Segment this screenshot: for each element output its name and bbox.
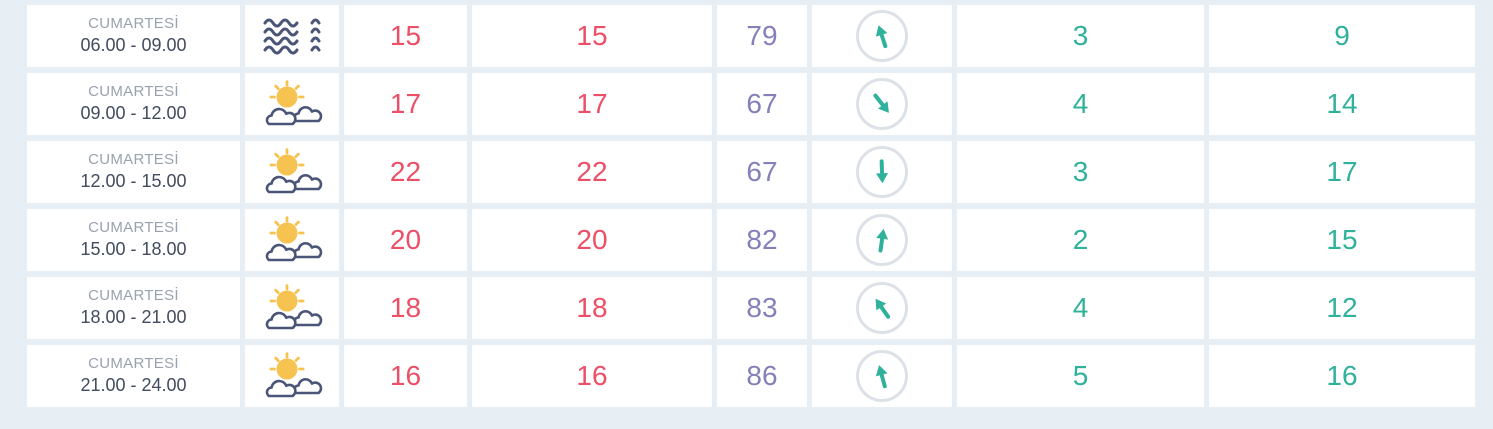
wind-max-value: 16: [1209, 345, 1475, 407]
wind-speed-value: 5: [957, 345, 1204, 407]
temperature-value: 22: [344, 141, 467, 203]
humidity-value: 67: [717, 141, 807, 203]
wind-max-value: 17: [1209, 141, 1475, 203]
wind-direction-arrow-icon: [856, 350, 908, 402]
wind-direction-arrow-icon: [856, 214, 908, 266]
humidity-value: 83: [717, 277, 807, 339]
wind-speed-value: 4: [957, 73, 1204, 135]
feels-like-value: 17: [472, 73, 712, 135]
time-range: 12.00 - 15.00: [80, 171, 187, 192]
day-label: CUMARTESİ: [88, 219, 179, 237]
feels-like-value: 18: [472, 277, 712, 339]
temperature-value: 17: [344, 73, 467, 135]
wind-direction-arrow-icon: [856, 146, 908, 198]
feels-like-value: 16: [472, 345, 712, 407]
forecast-row: CUMARTESİ 18.00 - 21.00 18 18 83: [27, 277, 1493, 339]
fog-icon: [245, 5, 339, 67]
day-label: CUMARTESİ: [88, 83, 179, 101]
wind-direction-cell: [812, 345, 952, 407]
wind-direction-cell: [812, 73, 952, 135]
forecast-row: CUMARTESİ 12.00 - 15.00 22 22 67: [27, 141, 1493, 203]
forecast-row: CUMARTESİ 09.00 - 12.00 17 17 67: [27, 73, 1493, 135]
time-range: 09.00 - 12.00: [80, 103, 187, 124]
sun-clouds-icon: [245, 209, 339, 271]
humidity-value: 86: [717, 345, 807, 407]
day-time-cell: CUMARTESİ 12.00 - 15.00: [27, 141, 240, 203]
day-label: CUMARTESİ: [88, 15, 179, 33]
forecast-row: CUMARTESİ 06.00 - 09.00 15 15 79 3 9: [27, 5, 1493, 67]
humidity-value: 79: [717, 5, 807, 67]
day-time-cell: CUMARTESİ 15.00 - 18.00: [27, 209, 240, 271]
forecast-row: CUMARTESİ 15.00 - 18.00 20 20 82: [27, 209, 1493, 271]
day-time-cell: CUMARTESİ 06.00 - 09.00: [27, 5, 240, 67]
sun-clouds-icon: [245, 277, 339, 339]
wind-speed-value: 2: [957, 209, 1204, 271]
feels-like-value: 22: [472, 141, 712, 203]
forecast-rows: CUMARTESİ 06.00 - 09.00 15 15 79 3 9: [27, 5, 1493, 407]
sun-clouds-icon: [245, 141, 339, 203]
wind-max-value: 14: [1209, 73, 1475, 135]
temperature-value: 16: [344, 345, 467, 407]
wind-speed-value: 4: [957, 277, 1204, 339]
wind-max-value: 12: [1209, 277, 1475, 339]
wind-max-value: 9: [1209, 5, 1475, 67]
time-range: 15.00 - 18.00: [80, 239, 187, 260]
day-label: CUMARTESİ: [88, 287, 179, 305]
wind-direction-cell: [812, 141, 952, 203]
wind-direction-cell: [812, 277, 952, 339]
sun-clouds-icon: [245, 345, 339, 407]
wind-max-value: 15: [1209, 209, 1475, 271]
humidity-value: 67: [717, 73, 807, 135]
wind-speed-value: 3: [957, 141, 1204, 203]
wind-direction-cell: [812, 209, 952, 271]
wind-direction-cell: [812, 5, 952, 67]
temperature-value: 20: [344, 209, 467, 271]
day-label: CUMARTESİ: [88, 151, 179, 169]
temperature-value: 15: [344, 5, 467, 67]
day-time-cell: CUMARTESİ 18.00 - 21.00: [27, 277, 240, 339]
time-range: 21.00 - 24.00: [80, 375, 187, 396]
wind-direction-arrow-icon: [856, 10, 908, 62]
time-range: 18.00 - 21.00: [80, 307, 187, 328]
sun-clouds-icon: [245, 73, 339, 135]
time-range: 06.00 - 09.00: [80, 35, 187, 56]
wind-direction-arrow-icon: [856, 282, 908, 334]
day-label: CUMARTESİ: [88, 355, 179, 373]
day-time-cell: CUMARTESİ 09.00 - 12.00: [27, 73, 240, 135]
wind-speed-value: 3: [957, 5, 1204, 67]
feels-like-value: 20: [472, 209, 712, 271]
day-time-cell: CUMARTESİ 21.00 - 24.00: [27, 345, 240, 407]
feels-like-value: 15: [472, 5, 712, 67]
forecast-row: CUMARTESİ 21.00 - 24.00 16 16 86: [27, 345, 1493, 407]
humidity-value: 82: [717, 209, 807, 271]
wind-direction-arrow-icon: [856, 78, 908, 130]
temperature-value: 18: [344, 277, 467, 339]
